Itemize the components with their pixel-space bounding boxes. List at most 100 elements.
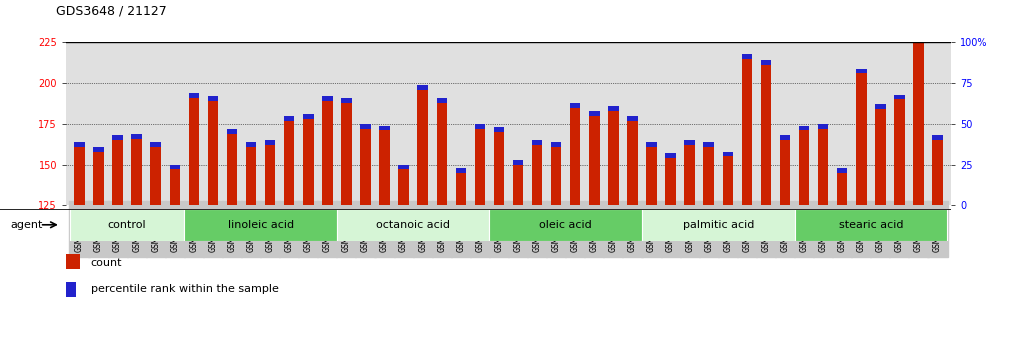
Bar	[684, 145, 695, 205]
Text: GDS3648 / 21127: GDS3648 / 21127	[56, 5, 167, 18]
Bar	[798, 130, 810, 205]
Bar	[532, 145, 542, 205]
Bar	[665, 158, 676, 205]
Bar	[337, 209, 489, 241]
Text: stearic acid: stearic acid	[839, 220, 903, 230]
Text: count: count	[91, 258, 122, 268]
Bar	[436, 103, 447, 205]
Bar	[798, 126, 810, 130]
Bar	[227, 134, 237, 205]
Bar	[493, 132, 504, 205]
Bar	[608, 111, 618, 205]
Bar	[513, 160, 524, 165]
Bar	[207, 96, 219, 101]
Bar	[818, 129, 829, 205]
Bar	[818, 124, 829, 129]
Bar	[70, 209, 184, 241]
Bar	[627, 116, 638, 121]
Bar	[456, 173, 466, 205]
Bar	[188, 93, 199, 98]
Bar	[131, 134, 142, 138]
Bar	[722, 156, 733, 205]
Bar	[264, 145, 276, 205]
Bar	[913, 38, 923, 42]
Bar	[642, 209, 794, 241]
Bar	[264, 140, 276, 145]
Bar	[284, 116, 295, 121]
Bar	[399, 165, 409, 170]
Bar	[112, 135, 123, 140]
Bar	[112, 140, 123, 205]
Text: agent: agent	[10, 220, 43, 230]
Bar	[66, 254, 80, 269]
Text: octanoic acid: octanoic acid	[376, 220, 451, 230]
Bar	[837, 168, 847, 173]
Bar	[589, 116, 600, 205]
Bar	[722, 152, 733, 156]
Bar	[184, 209, 337, 241]
Bar	[493, 127, 504, 132]
Bar	[341, 103, 352, 205]
Bar	[741, 59, 753, 205]
Bar	[608, 106, 618, 111]
Bar	[151, 147, 161, 205]
Bar	[399, 170, 409, 205]
Bar	[475, 124, 485, 129]
Text: linoleic acid: linoleic acid	[228, 220, 294, 230]
Bar	[684, 140, 695, 145]
Bar	[875, 109, 886, 205]
Bar	[894, 95, 905, 99]
Bar	[207, 101, 219, 205]
Bar	[246, 142, 256, 147]
Bar	[933, 135, 943, 140]
Bar	[741, 54, 753, 59]
Bar	[475, 129, 485, 205]
Bar	[589, 111, 600, 116]
Bar	[436, 98, 447, 103]
Bar	[532, 140, 542, 145]
Bar	[131, 138, 142, 205]
Bar	[489, 209, 642, 241]
Bar	[360, 129, 371, 205]
Bar	[170, 170, 180, 205]
Bar	[894, 99, 905, 205]
Bar	[646, 147, 657, 205]
Text: percentile rank within the sample: percentile rank within the sample	[91, 284, 279, 294]
Bar	[417, 90, 428, 205]
Bar	[665, 153, 676, 158]
Bar	[513, 165, 524, 205]
Bar	[761, 61, 771, 65]
Text: palmitic acid: palmitic acid	[682, 220, 754, 230]
Bar	[856, 69, 866, 73]
Bar	[570, 103, 581, 108]
Bar	[704, 147, 714, 205]
Bar	[417, 85, 428, 90]
Bar	[856, 73, 866, 205]
Bar	[360, 124, 371, 129]
Bar	[627, 121, 638, 205]
Bar	[246, 147, 256, 205]
Bar	[646, 142, 657, 147]
Bar	[913, 42, 923, 205]
Bar	[837, 173, 847, 205]
Bar	[303, 114, 313, 119]
Bar	[74, 142, 84, 147]
Bar	[704, 142, 714, 147]
Bar	[227, 129, 237, 134]
Bar	[151, 142, 161, 147]
Bar	[761, 65, 771, 205]
Bar	[780, 135, 790, 140]
Bar	[551, 147, 561, 205]
Bar	[322, 96, 333, 101]
Bar	[794, 209, 947, 241]
Bar	[551, 142, 561, 147]
Bar	[379, 126, 390, 130]
Bar	[188, 98, 199, 205]
Bar	[170, 165, 180, 170]
Bar	[66, 282, 76, 297]
Bar	[303, 119, 313, 205]
Bar	[284, 121, 295, 205]
Bar	[74, 147, 84, 205]
Bar	[875, 104, 886, 109]
Bar	[94, 147, 104, 152]
